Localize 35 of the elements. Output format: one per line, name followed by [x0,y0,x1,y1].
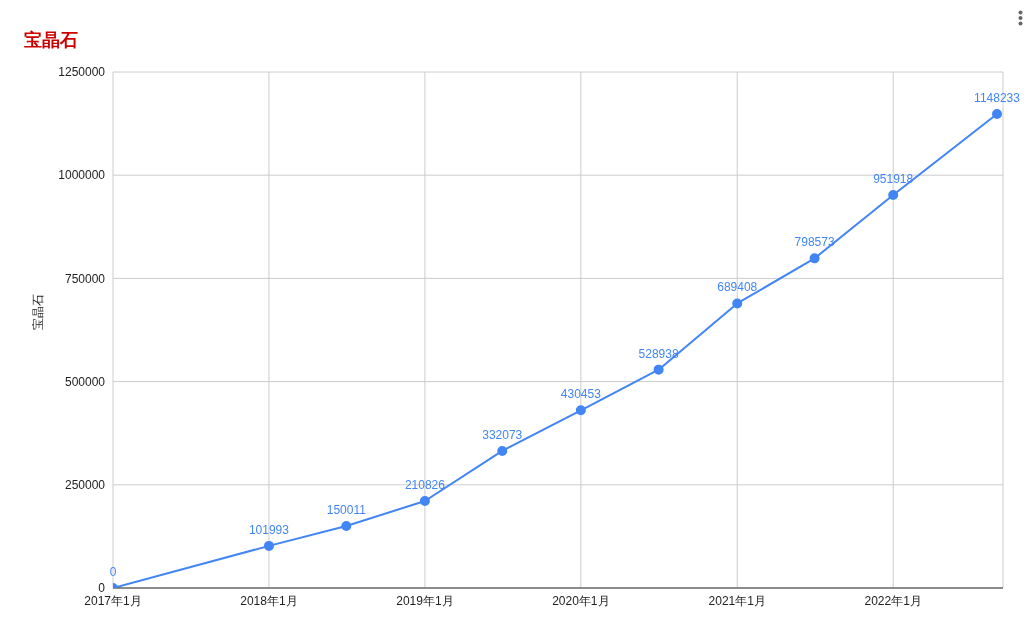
data-label: 430453 [560,387,602,402]
y-axis-title: 宝晶石 [31,294,46,330]
data-label: 951918 [873,172,914,187]
data-label: 101993 [248,522,290,537]
y-tick-label: 1250000 [58,65,106,80]
x-tick-label: 2022年1月 [864,593,922,608]
point [497,445,508,456]
point [809,253,820,264]
point [575,405,586,416]
data-label: 1148233 [974,91,1021,106]
data-label: 210826 [404,477,446,492]
point [341,521,352,532]
y-tick-label: 750000 [64,271,106,286]
data-label: 689408 [717,280,758,295]
data-label: 332073 [482,427,523,442]
data-label: 528938 [638,346,679,361]
data-label: 150011 [326,503,367,518]
point [419,495,430,506]
point [732,298,743,309]
data-label: 0 [109,565,117,579]
data-label: 798573 [794,235,835,250]
x-tick-label: 2021年1月 [708,593,766,608]
x-tick-label: 2018年1月 [240,593,298,608]
y-tick-label: 1000000 [58,168,106,183]
y-tick-label: 250000 [64,478,106,493]
point [888,190,899,201]
y-tick-label: 0 [98,581,106,596]
point [263,540,274,551]
chart-title: 宝晶石 [24,29,78,52]
x-tick-label: 2017年1月 [84,593,142,608]
point [992,109,1003,120]
x-tick-label: 2020年1月 [552,593,610,608]
x-tick-label: 2019年1月 [396,593,454,608]
point [653,364,664,375]
y-tick-label: 500000 [64,374,106,389]
